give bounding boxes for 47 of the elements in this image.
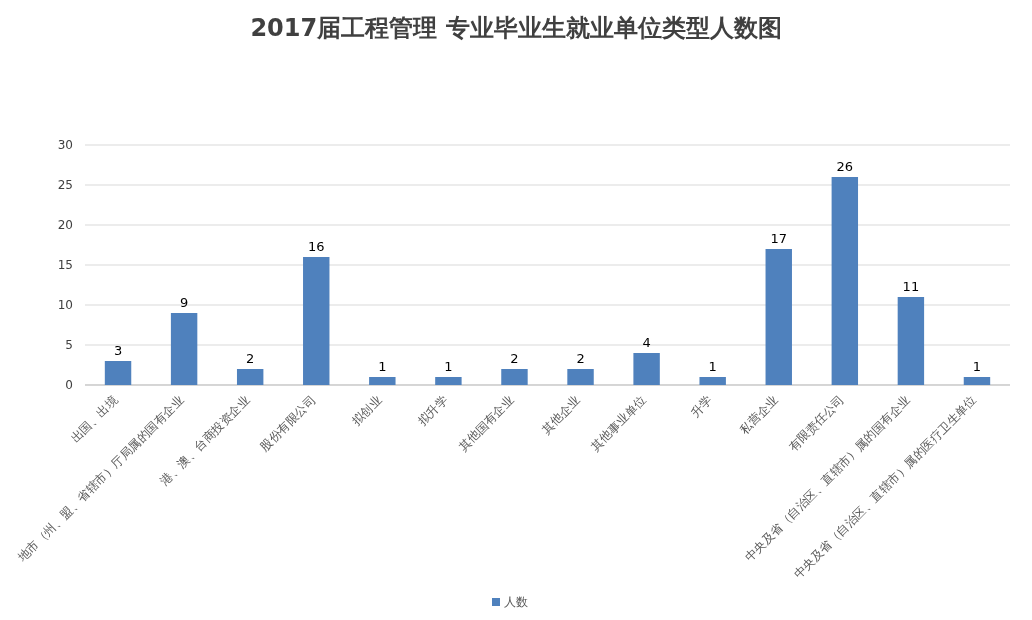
data-label: 11: [902, 279, 920, 294]
bar: [170, 313, 198, 385]
y-tick-label: 15: [57, 258, 73, 272]
data-label: 2: [510, 351, 519, 366]
x-tick-label: 出国、出境: [67, 393, 121, 446]
y-tick-label: 10: [57, 298, 73, 312]
bar: [303, 257, 330, 385]
bar: [633, 353, 660, 385]
y-tick-label: 30: [57, 138, 73, 152]
x-tick-label: 其他国有企业: [455, 393, 517, 455]
x-tick-label: 私营企业: [737, 393, 781, 438]
y-tick-label: 5: [65, 338, 73, 352]
data-label: 2: [576, 351, 585, 366]
data-label: 17: [770, 231, 788, 246]
data-label: 3: [113, 343, 123, 358]
bar: [699, 377, 726, 385]
x-tick-label: 其他事业单位: [587, 393, 649, 455]
legend-label: 人数: [504, 595, 528, 609]
data-label: 9: [179, 295, 189, 310]
y-tick-label: 25: [57, 178, 73, 192]
data-label: 1: [444, 359, 453, 374]
x-tick-label: 其他企业: [538, 393, 583, 438]
data-label: 2: [246, 351, 255, 366]
chart-title: 2017届工程管理 专业毕业生就业单位类型人数图: [250, 14, 782, 42]
y-tick-label: 20: [57, 218, 73, 232]
bar: [831, 177, 859, 385]
y-tick-label: 0: [65, 378, 73, 392]
data-label: 1: [378, 359, 387, 374]
x-tick-label: 拟升学: [415, 393, 451, 429]
x-tick-label: 升学: [687, 393, 715, 421]
bar: [765, 249, 792, 385]
x-tick-label: 有限责任公司: [786, 393, 847, 455]
bar: [435, 377, 462, 385]
bar: [501, 369, 528, 385]
bar: [897, 297, 925, 385]
bar: [963, 377, 991, 385]
data-label: 4: [642, 335, 651, 350]
x-tick-label: 拟创业: [349, 393, 385, 429]
data-label: 1: [708, 359, 717, 374]
bar: [369, 377, 396, 385]
data-label: 26: [836, 159, 854, 174]
data-label: 16: [307, 239, 325, 254]
bar: [567, 369, 594, 385]
bar: [236, 369, 264, 385]
bar: [104, 361, 132, 385]
data-label: 1: [972, 359, 982, 374]
x-tick-label: 股份有限公司: [257, 393, 319, 455]
